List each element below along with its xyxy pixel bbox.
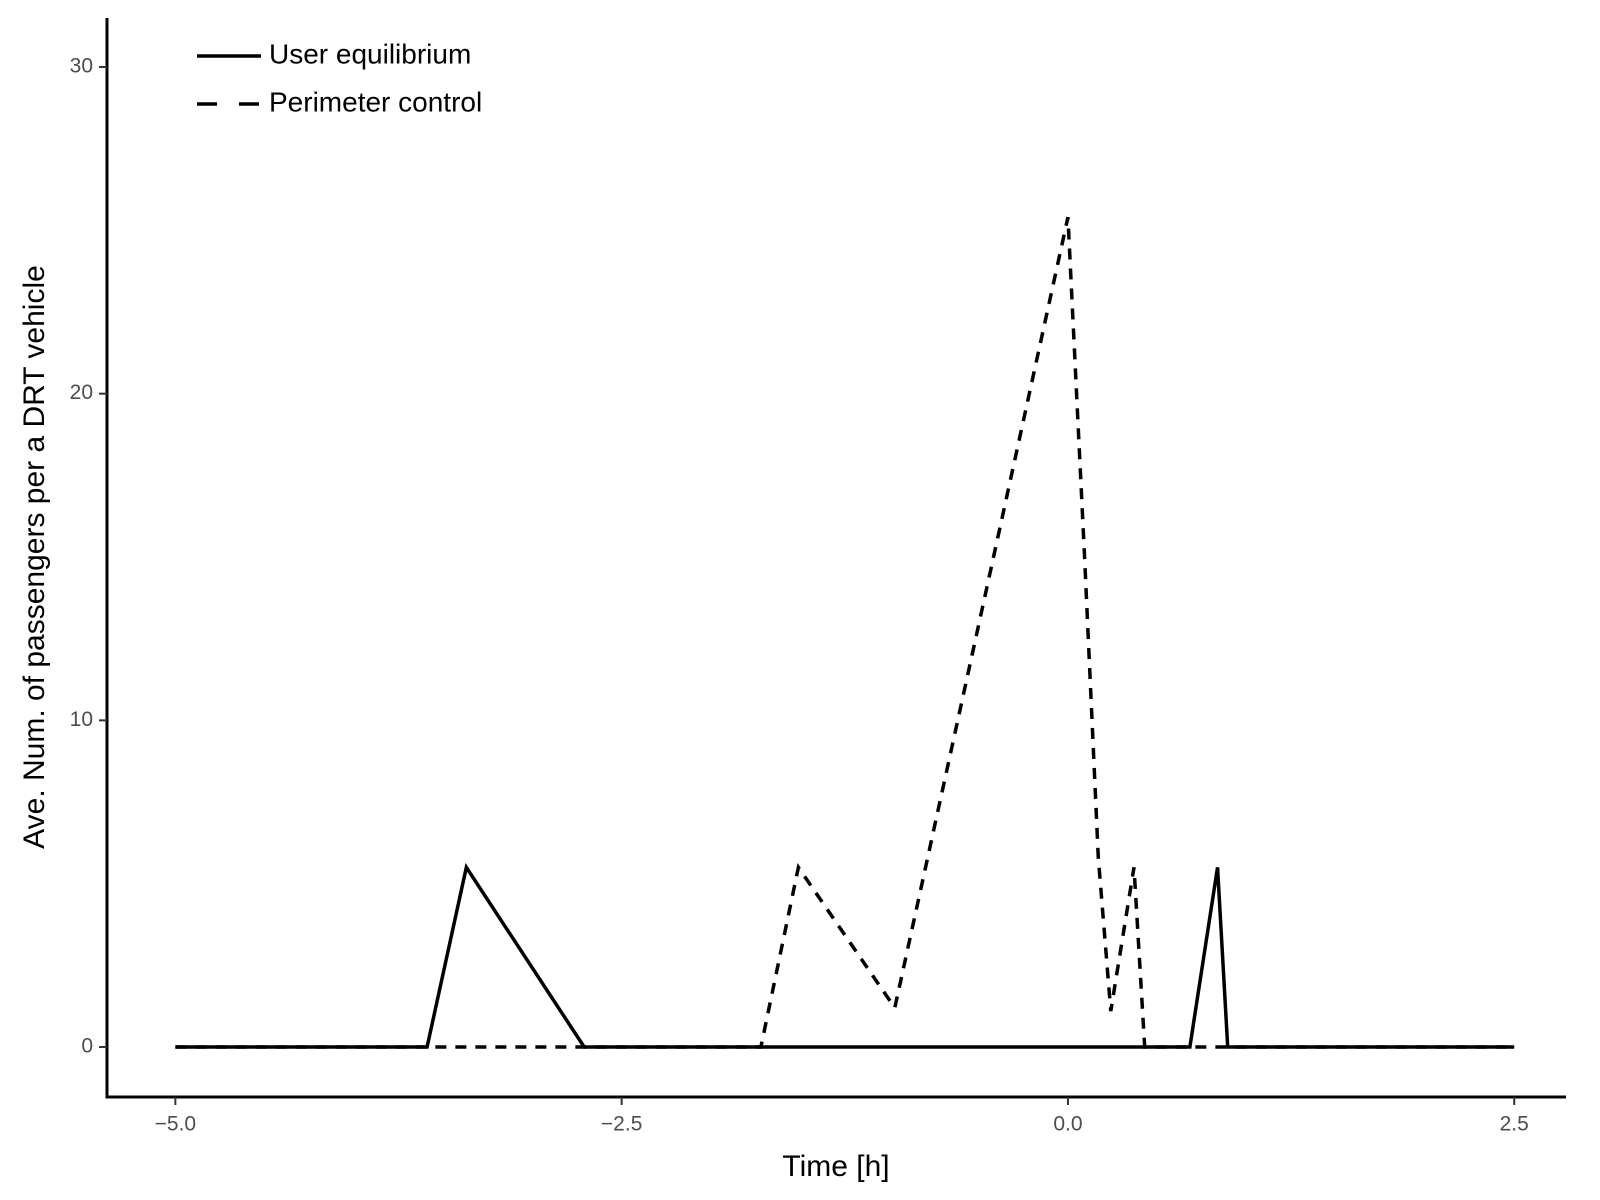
y-tick-label: 20 bbox=[70, 381, 93, 404]
x-axis-title: Time [h] bbox=[782, 1150, 889, 1183]
data-line bbox=[175, 862, 1515, 1049]
y-axis-title: Ave. Num. of passengers per a DRT vehicl… bbox=[18, 265, 51, 849]
x-tick-label: −2.5 bbox=[601, 1113, 642, 1136]
legend-label: User equilibrium bbox=[269, 38, 471, 69]
x-tick-label: 2.5 bbox=[1500, 1113, 1529, 1136]
data-line bbox=[175, 216, 1515, 1049]
legend-label: Perimeter control bbox=[269, 86, 482, 117]
y-tick-label: 10 bbox=[70, 708, 93, 731]
y-tick-label: 0 bbox=[81, 1035, 93, 1058]
x-tick-label: −5.0 bbox=[155, 1113, 196, 1136]
x-tick-label: 0.0 bbox=[1053, 1113, 1082, 1136]
y-tick-label: 30 bbox=[70, 55, 93, 78]
